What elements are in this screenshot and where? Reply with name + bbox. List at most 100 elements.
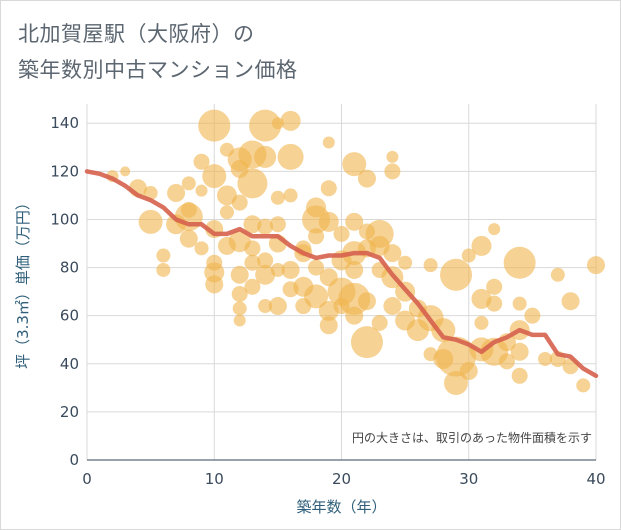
data-bubble — [503, 246, 536, 279]
y-tick-label: 100 — [50, 210, 79, 228]
y-tick-label: 20 — [60, 403, 79, 421]
data-bubble — [423, 258, 438, 273]
data-bubble — [510, 342, 529, 361]
data-bubble — [561, 292, 580, 311]
data-bubble — [345, 260, 364, 279]
data-bubble — [345, 306, 364, 325]
data-bubble — [138, 209, 163, 234]
data-bubble — [459, 362, 478, 380]
data-bubble — [498, 353, 515, 370]
data-bubble — [181, 176, 196, 191]
data-bubble — [244, 240, 261, 257]
data-bubble — [440, 258, 473, 291]
y-tick-label: 120 — [50, 162, 79, 180]
data-bubble — [512, 296, 527, 311]
data-bubble — [357, 169, 376, 188]
data-bubble — [304, 284, 329, 309]
data-bubble — [167, 184, 186, 202]
data-bubble — [333, 225, 350, 242]
data-bubble — [461, 248, 476, 263]
y-tick-label: 60 — [60, 307, 79, 325]
trend-line — [84, 169, 599, 379]
y-tick-label: 80 — [60, 259, 79, 277]
data-bubble — [345, 212, 364, 231]
y-tick-label: 40 — [60, 355, 79, 373]
data-bubble — [322, 136, 335, 149]
data-bubble — [357, 292, 376, 311]
data-bubble — [576, 378, 591, 393]
data-bubble — [308, 259, 325, 276]
data-bubble — [283, 188, 298, 203]
data-bubble — [195, 184, 208, 197]
data-bubble — [383, 297, 402, 316]
x-tick-label: 10 — [205, 470, 224, 488]
data-bubble — [249, 109, 282, 142]
data-bubble — [280, 110, 301, 131]
data-bubble — [350, 326, 383, 359]
x-tick-label: 30 — [459, 470, 478, 488]
data-bubble — [488, 223, 501, 236]
data-bubble — [471, 235, 492, 256]
data-bubble — [511, 367, 528, 384]
data-bubble — [232, 301, 247, 316]
data-bubble — [257, 252, 274, 269]
data-bubble — [386, 150, 399, 163]
data-bubble — [281, 260, 300, 279]
y-axis-label: 坪（3.3㎡）単価（万円） — [14, 195, 32, 369]
data-bubble — [587, 256, 605, 275]
x-tick-label: 20 — [332, 470, 351, 488]
y-tick-label: 140 — [50, 114, 79, 132]
data-bubble — [550, 267, 565, 282]
data-bubble — [244, 278, 261, 295]
data-bubble — [156, 248, 171, 263]
x-tick-label: 40 — [586, 470, 605, 488]
data-bubble — [244, 254, 261, 271]
data-bubble — [524, 307, 541, 324]
data-bubble — [277, 143, 304, 170]
data-bubble — [231, 286, 248, 303]
data-bubble — [268, 297, 287, 316]
y-tick-label: 0 — [69, 451, 79, 469]
data-bubble — [219, 205, 234, 220]
x-axis-label: 築年数（年） — [296, 498, 386, 516]
chart-title-line2: 築年数別中古マンション価格 — [18, 58, 298, 82]
data-bubble — [205, 275, 224, 294]
data-bubble — [319, 316, 338, 335]
data-bubble — [486, 295, 503, 312]
bubble-size-note: 円の大きさは、取引のあった物件面積を示す — [352, 430, 592, 445]
data-bubble — [174, 203, 203, 232]
data-bubble — [269, 216, 286, 233]
data-bubble — [194, 241, 209, 256]
data-bubble — [156, 262, 171, 277]
data-bubble — [270, 262, 285, 277]
data-bubble — [120, 166, 131, 177]
data-bubble — [237, 168, 268, 199]
data-bubble — [308, 228, 325, 245]
data-bubble — [216, 185, 237, 206]
data-bubble — [230, 265, 249, 284]
data-bubble — [202, 164, 227, 189]
data-bubble — [444, 371, 469, 396]
data-bubble — [318, 211, 339, 232]
data-bubble — [398, 255, 413, 270]
data-bubble — [270, 190, 285, 205]
data-bubble — [231, 194, 248, 211]
data-bubble — [384, 163, 401, 180]
data-bubble — [254, 145, 277, 168]
data-bubble — [538, 351, 553, 366]
data-bubble — [383, 244, 402, 263]
data-bubble — [193, 153, 210, 170]
data-bubble — [474, 315, 489, 330]
data-bubble — [233, 314, 246, 327]
data-bubble — [243, 215, 262, 234]
data-bubble — [342, 152, 367, 177]
axes: 0 20 40 60 80 100 120 140 0 10 20 30 40 — [50, 114, 605, 488]
data-bubble — [371, 314, 388, 331]
trend-line-layer — [84, 169, 599, 379]
chart-title-line1: 北加賀屋駅（大阪府）の — [18, 22, 255, 46]
data-bubble — [320, 180, 337, 197]
data-bubble — [198, 109, 231, 142]
data-bubble — [258, 299, 273, 314]
data-bubble — [486, 278, 503, 295]
